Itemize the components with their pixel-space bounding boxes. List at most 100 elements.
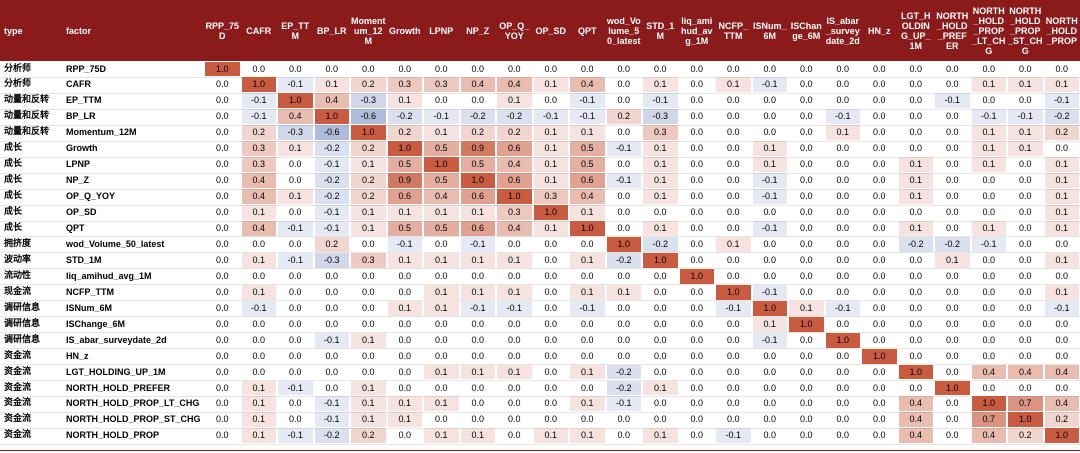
column-header: BP_LR — [316, 25, 347, 36]
row-factor: wod_Volume_50_latest — [66, 238, 165, 249]
heatmap-cell: -0.1 — [314, 412, 349, 428]
heatmap-cell: 0.0 — [945, 207, 959, 218]
heatmap-cell: 0.1 — [387, 396, 422, 412]
heatmap-cell: 0.0 — [763, 111, 776, 122]
heatmap-cell: 0.0 — [836, 270, 849, 281]
heatmap-cell: 0.5 — [460, 157, 495, 173]
heatmap-cell: 0.5 — [387, 157, 422, 173]
heatmap-cell: 0.2 — [1008, 428, 1043, 444]
heatmap-cell: 0.0 — [726, 175, 740, 186]
heatmap-cell: 0.1 — [643, 380, 678, 396]
heatmap-cell: 0.0 — [836, 414, 849, 425]
heatmap-cell: 0.0 — [799, 398, 813, 409]
heatmap-cell: 0.0 — [836, 207, 849, 218]
heatmap-cell: 0.4 — [314, 93, 349, 109]
column-header: OP_SD — [535, 25, 566, 36]
heatmap-cell: 0.1 — [825, 125, 860, 141]
heatmap-cell: 0.4 — [1044, 364, 1079, 380]
heatmap-cell: 0.1 — [898, 157, 933, 173]
row-type: 成长 — [4, 175, 23, 186]
heatmap-cell: 0.0 — [288, 286, 302, 297]
heatmap-cell: -0.1 — [460, 236, 495, 252]
heatmap-cell: 0.0 — [872, 238, 886, 249]
heatmap-cell: 0.0 — [799, 79, 813, 90]
heatmap-cell: 0.0 — [288, 318, 302, 329]
heatmap-cell: 0.0 — [690, 414, 703, 425]
heatmap-cell: 0.0 — [690, 127, 703, 138]
heatmap-cell: 0.0 — [690, 350, 703, 361]
heatmap-cell: 0.0 — [726, 127, 740, 138]
heatmap-cell: 1.0 — [716, 284, 751, 300]
heatmap-cell: 0.0 — [945, 175, 959, 186]
row-divider — [0, 188, 1080, 190]
heatmap-cell: 0.2 — [1044, 412, 1079, 428]
heatmap-cell: 0.0 — [1018, 175, 1032, 186]
heatmap-cell: -0.2 — [898, 236, 933, 252]
heatmap-cell: 0.0 — [982, 350, 995, 361]
row-type: 资金流 — [4, 398, 32, 409]
heatmap-cell: 0.0 — [507, 270, 521, 281]
heatmap-cell: 0.0 — [288, 238, 302, 249]
heatmap-cell: 0.0 — [726, 159, 740, 170]
heatmap-cell: 0.0 — [215, 286, 229, 297]
heatmap-cell: 0.0 — [799, 430, 813, 441]
heatmap-cell: 0.1 — [351, 380, 386, 396]
heatmap-cell: 0.0 — [799, 111, 813, 122]
heatmap-cell: 0.0 — [507, 63, 521, 74]
column-header: NCFP_TTM — [718, 20, 748, 41]
heatmap-cell: 0.3 — [387, 77, 422, 93]
heatmap-cell: 0.6 — [387, 189, 422, 205]
heatmap-cell: 1.0 — [1044, 428, 1079, 444]
heatmap-cell: -0.2 — [314, 189, 349, 205]
heatmap-cell: 0.1 — [533, 221, 568, 236]
heatmap-cell: 0.0 — [799, 238, 813, 249]
heatmap-cell: 0.0 — [1055, 143, 1068, 154]
heatmap-cell: 0.2 — [387, 125, 422, 141]
heatmap-cell: 0.0 — [215, 159, 229, 170]
heatmap-cell: 0.0 — [872, 302, 886, 313]
heatmap-cell: 0.0 — [726, 270, 740, 281]
heatmap-cell: 0.0 — [872, 398, 886, 409]
heatmap-cell: 0.0 — [215, 111, 229, 122]
heatmap-cell: -0.1 — [752, 332, 787, 348]
heatmap-cell: 0.2 — [241, 125, 276, 141]
heatmap-cell: 0.0 — [763, 430, 776, 441]
heatmap-cell: 0.0 — [617, 191, 630, 202]
heatmap-cell: -0.1 — [278, 380, 313, 396]
heatmap-cell: 0.0 — [434, 270, 448, 281]
heatmap-cell: 0.0 — [617, 302, 630, 313]
heatmap-cell: 0.0 — [945, 159, 959, 170]
heatmap-cell: -0.2 — [606, 364, 641, 380]
heatmap-cell: 0.1 — [497, 93, 532, 109]
heatmap-cell: 0.3 — [351, 252, 386, 268]
heatmap-cell: -0.1 — [716, 300, 751, 316]
heatmap-cell: 0.0 — [909, 207, 922, 218]
heatmap-cell: 0.0 — [763, 254, 776, 265]
heatmap-cell: 0.4 — [497, 221, 532, 236]
heatmap-cell: 1.0 — [789, 316, 824, 332]
heatmap-cell: 0.0 — [872, 414, 886, 425]
heatmap-cell: 0.4 — [497, 77, 532, 93]
row-type: 资金流 — [4, 382, 32, 393]
row-divider — [0, 300, 1080, 302]
row-factor: liq_amihud_avg_1M — [66, 270, 152, 281]
heatmap-cell: 1.0 — [314, 109, 349, 125]
heatmap-cell: 1.0 — [278, 93, 313, 109]
heatmap-cell: 0.0 — [1018, 207, 1032, 218]
heatmap-cell: 0.0 — [945, 270, 959, 281]
heatmap-cell: 0.1 — [241, 380, 276, 396]
heatmap-cell: 0.0 — [1018, 302, 1032, 313]
row-factor: IS_abar_surveydate_2d — [66, 334, 167, 345]
heatmap-cell: 0.2 — [497, 125, 532, 141]
heatmap-cell: 0.4 — [1044, 396, 1079, 412]
heatmap-cell: 0.0 — [215, 350, 229, 361]
heatmap-cell: 0.0 — [799, 382, 813, 393]
heatmap-cell: 0.0 — [361, 238, 375, 249]
column-header: IS_abar_surveydate_2d — [825, 15, 860, 46]
heatmap-cell: 0.0 — [653, 286, 667, 297]
heatmap-cell: 0.1 — [424, 300, 459, 316]
heatmap-cell: 0.0 — [726, 95, 740, 106]
heatmap-cell: -0.1 — [278, 252, 313, 268]
heatmap-cell: 0.5 — [424, 173, 459, 189]
heatmap-cell: 0.0 — [799, 127, 813, 138]
